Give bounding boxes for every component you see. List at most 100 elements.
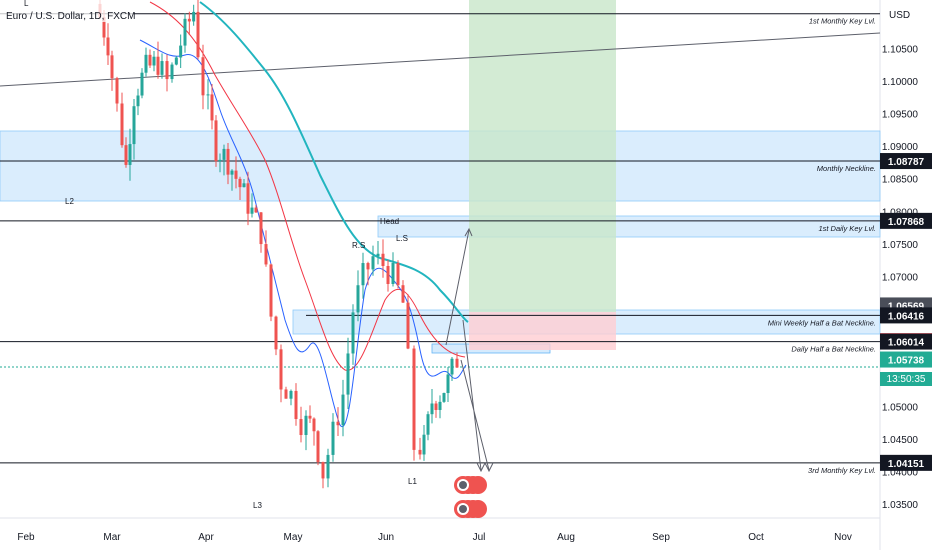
candle-body [259,212,263,245]
candle-body [316,431,320,463]
currency-label: USD [889,10,910,21]
time-tick-label: May [284,532,303,543]
annotation-l2: L2 [65,197,74,206]
price-badge-text: 1.05738 [888,356,925,367]
candle-body [446,374,450,394]
price-badge-text: 1.06569 [888,301,925,312]
candle-body [406,302,410,349]
price-badge-text: 1.06416 [888,311,925,322]
price-tick-label: 1.09500 [882,110,919,121]
projection-arrow-up [464,227,473,237]
candle-body [152,56,156,66]
candle-body [196,11,200,58]
candle-body [412,348,416,450]
level-label: 3rd Monthly Key Lvl. [808,466,876,475]
candle-body [214,120,218,162]
candle-body [250,207,254,214]
annotation-l1: L1 [408,477,417,486]
price-tick-label: 1.07500 [882,240,919,251]
trend-line[interactable] [0,32,881,87]
candle-body [179,45,183,58]
candle-body [274,316,278,350]
candle-body [391,263,395,285]
candle-body [426,414,430,435]
price-badge [880,212,932,229]
candle-body [206,94,210,96]
annotation-l3: L3 [253,501,262,510]
price-tick-label: 1.04000 [882,468,919,479]
candlestick-series[interactable] [98,0,459,489]
candle-body [430,403,434,415]
candle-body [183,18,187,46]
candle-body [264,244,268,265]
event-markers[interactable] [454,476,487,518]
time-tick-label: Jun [378,532,394,543]
price-tick-label: 1.08500 [882,175,919,186]
candle-body [442,393,446,402]
candle-body [361,263,365,286]
candle-body [165,61,169,80]
candle-body [308,415,312,419]
price-tick-label: 1.03500 [882,500,919,511]
price-badge-text: 1.06014 [888,338,925,349]
candle-body [455,358,459,368]
time-tick-label: Oct [748,532,764,543]
price-tick-label: 1.05000 [882,403,919,414]
candle-body [422,434,426,455]
candle-body [140,72,144,96]
price-tick-label: 1.10000 [882,77,919,88]
long-position-stop[interactable] [469,312,616,350]
candle-body [174,57,178,65]
candle-body [331,421,335,455]
candle-body [242,183,246,188]
time-tick-label: Mar [103,532,121,543]
candle-body [376,253,380,257]
candle-body [120,103,124,146]
time-tick-label: Jul [473,532,486,543]
title-bg [0,0,134,22]
candle-body [238,178,242,188]
price-badge [880,153,932,170]
candle-body [381,253,385,266]
candle-body [321,462,325,479]
candle-body [386,265,390,285]
candle-body [279,349,283,390]
candle-body [284,389,288,399]
price-tick-label: 1.10500 [882,45,919,56]
time-tick-label: Apr [198,532,214,543]
candle-body [136,95,140,107]
time-axis-ticks: Feb Mar Apr May Jun Jul Aug Sep Oct Nov [17,532,852,543]
chart-title[interactable]: Euro / U.S. Dollar, 1D, FXCM [6,11,135,22]
candle-body [230,170,234,175]
candle-body [106,37,110,56]
level-label: 1st Daily Key Lvl. [818,224,876,233]
candle-body [226,148,230,175]
candle-body [201,57,205,96]
candle-body [246,183,250,214]
countdown-text: 13:50:35 [887,374,926,385]
candle-body [102,17,106,38]
long-position-target[interactable] [469,0,616,312]
level-label: Mini Weekly Half a Bat Neckline. [768,318,876,327]
candle-body [269,264,273,317]
monthly-neckline-zone [0,130,881,202]
price-axis-ticks: 1.10500 1.10000 1.09500 1.09000 1.08500 1.080… [882,45,919,512]
candle-body [148,54,152,66]
candle-body [326,454,330,479]
candle-body [128,144,132,165]
candle-body [371,256,375,270]
candle-body [132,106,136,145]
price-badge [880,307,932,324]
annotation-head: Head [380,217,399,226]
candle-body [210,94,214,121]
candle-body [110,55,114,79]
candle-body [170,64,174,80]
candle-body [192,11,196,22]
candle-body [294,390,298,420]
candle-body [356,285,360,313]
candle-body [450,358,454,375]
projection-path[interactable] [445,229,490,471]
price-badge [880,351,932,368]
candle-body [401,285,405,303]
